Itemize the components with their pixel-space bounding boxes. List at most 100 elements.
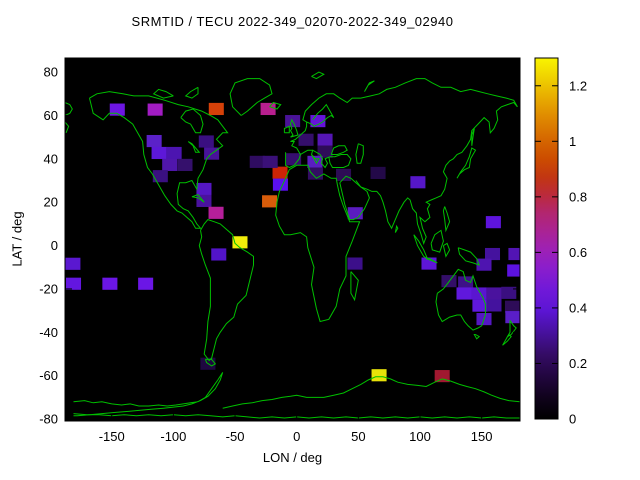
y-tick-label: -60 bbox=[39, 368, 58, 383]
coastline-segment bbox=[471, 128, 475, 146]
heatmap-cell bbox=[147, 103, 163, 116]
coastline-segment bbox=[442, 242, 451, 258]
y-tick-label: 60 bbox=[44, 108, 58, 123]
y-tick-label: 40 bbox=[44, 151, 58, 166]
coastline-segment bbox=[330, 145, 348, 155]
heatmap-cell bbox=[472, 299, 488, 312]
heatmap-cell bbox=[260, 102, 276, 116]
heatmap-cell bbox=[262, 155, 278, 168]
coastline-segment bbox=[152, 88, 174, 99]
heatmap-cell bbox=[485, 216, 501, 229]
heatmap-cell bbox=[208, 102, 224, 116]
heatmap-cell bbox=[208, 206, 224, 219]
coastline-segment bbox=[502, 334, 512, 346]
coastline-segment bbox=[456, 147, 477, 179]
coastline-segment bbox=[275, 164, 361, 323]
heatmap-cell bbox=[434, 370, 450, 383]
heatmap-cell bbox=[152, 170, 168, 183]
coastline-segment bbox=[457, 247, 481, 266]
heatmap-cell bbox=[146, 134, 162, 148]
coastline-segment bbox=[430, 229, 444, 253]
y-tick-label: -40 bbox=[39, 325, 58, 340]
x-tick-label: 100 bbox=[409, 429, 431, 444]
coastline-segment bbox=[73, 372, 224, 417]
heatmap-cell bbox=[501, 286, 517, 299]
coastline-segment bbox=[289, 118, 299, 138]
colorbar-tick-label: 0.6 bbox=[569, 245, 587, 260]
coastline-segment bbox=[198, 219, 254, 362]
x-tick-label: 50 bbox=[351, 429, 365, 444]
heatmap-cell bbox=[410, 176, 426, 189]
heatmap-cell bbox=[262, 195, 278, 208]
coastline-segment bbox=[285, 78, 518, 169]
coastline-segment bbox=[442, 206, 451, 233]
heatmap-cell bbox=[65, 277, 82, 290]
coastline-segment bbox=[184, 86, 199, 99]
heatmap-cell bbox=[196, 194, 212, 207]
heatmap-cell bbox=[249, 155, 265, 168]
coastline-segment bbox=[339, 175, 370, 221]
heatmap-cell bbox=[458, 276, 474, 289]
heatmap-cell bbox=[272, 166, 288, 179]
heatmap-cell bbox=[476, 258, 492, 271]
colorbar-tick-label: 0.4 bbox=[569, 300, 587, 315]
heatmap-cell bbox=[232, 236, 248, 249]
heatmap-cell bbox=[336, 168, 352, 181]
heatmap-cell bbox=[507, 264, 520, 277]
colorbar-tick-label: 0 bbox=[569, 412, 576, 427]
coastline-segment bbox=[506, 320, 517, 338]
heatmap-cell bbox=[347, 207, 363, 220]
heatmap-cell bbox=[456, 287, 472, 300]
heatmap-cell bbox=[138, 277, 154, 290]
colorbar-tick-label: 0.8 bbox=[569, 189, 587, 204]
coastline-segment bbox=[180, 108, 204, 134]
heatmap-cell bbox=[298, 133, 314, 146]
heatmap-cell bbox=[102, 277, 118, 290]
plot-area bbox=[65, 58, 520, 421]
coastline-segment bbox=[355, 101, 518, 245]
y-tick-label: 0 bbox=[51, 238, 58, 253]
heatmap-cell bbox=[151, 146, 167, 160]
plot-title: SRMTID / TECU 2022-349_02070-2022-349_02… bbox=[131, 14, 454, 29]
colorbar-tick-label: 0.2 bbox=[569, 356, 587, 371]
y-tick-label: 20 bbox=[44, 195, 58, 210]
heatmap-cell bbox=[317, 133, 333, 146]
heatmap-cell bbox=[65, 257, 81, 270]
colorbar-tick-label: 1 bbox=[569, 134, 576, 149]
heatmap-cell bbox=[211, 248, 227, 261]
heatmap-cell bbox=[504, 300, 520, 313]
coastline-segment bbox=[311, 71, 325, 80]
heatmap-cell bbox=[162, 158, 178, 171]
heatmap-cell bbox=[347, 257, 363, 270]
heatmap-cell bbox=[177, 158, 193, 171]
heatmap-cell bbox=[196, 182, 212, 196]
coastline-segment bbox=[269, 101, 282, 110]
y-tick-label: -80 bbox=[39, 412, 58, 427]
colorbar-border bbox=[534, 57, 559, 420]
x-tick-label: 0 bbox=[293, 429, 300, 444]
heatmap-cell bbox=[109, 103, 125, 116]
coastline-segment bbox=[222, 376, 520, 409]
x-tick-label: -100 bbox=[160, 429, 186, 444]
heatmap-cell bbox=[286, 153, 302, 166]
coastline-segment bbox=[187, 141, 201, 153]
x-tick-label: -50 bbox=[226, 429, 245, 444]
heatmap-cell bbox=[471, 287, 487, 300]
coastline-segment bbox=[300, 149, 352, 169]
coastline-segment bbox=[65, 121, 70, 133]
coastline-segment bbox=[355, 143, 364, 164]
coastline-segment bbox=[204, 358, 217, 367]
y-tick-label: 80 bbox=[44, 65, 58, 80]
heatmap-cell bbox=[166, 146, 182, 160]
y-tick-label: -20 bbox=[39, 281, 58, 296]
coastline-segment bbox=[306, 103, 335, 127]
coastline-segment bbox=[229, 78, 273, 116]
coastline-segment bbox=[350, 271, 359, 302]
x-tick-label: -150 bbox=[99, 429, 125, 444]
x-axis-label: LON / deg bbox=[262, 450, 323, 465]
heatmap-cell bbox=[486, 287, 502, 300]
coastline-segment bbox=[65, 102, 73, 116]
coastline-segment bbox=[191, 194, 205, 203]
